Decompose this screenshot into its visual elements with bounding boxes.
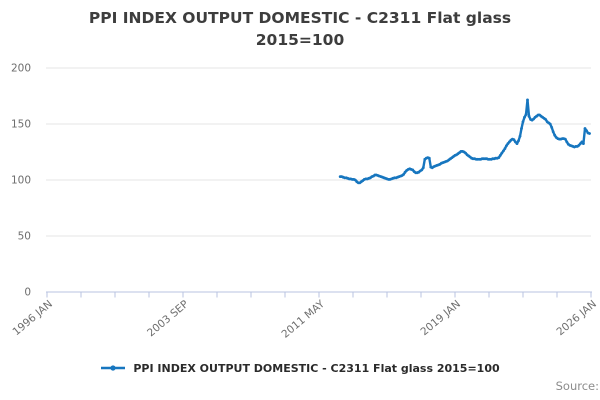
chart-title-line1: PPI INDEX OUTPUT DOMESTIC - C2311 Flat g… bbox=[88, 9, 512, 27]
legend-item-label: PPI INDEX OUTPUT DOMESTIC - C2311 Flat g… bbox=[133, 361, 500, 375]
svg-text:200: 200 bbox=[11, 63, 31, 75]
legend-line-marker-icon bbox=[101, 365, 126, 371]
svg-text:100: 100 bbox=[11, 175, 31, 187]
chart-title: PPI INDEX OUTPUT DOMESTIC - C2311 Flat g… bbox=[0, 0, 600, 55]
plot-area: 0 50 100 150 200 1996 JAN 2003 SEP 2011 MAY 2019… bbox=[10, 63, 598, 341]
svg-text:2003 SEP: 2003 SEP bbox=[145, 298, 191, 339]
svg-text:50: 50 bbox=[18, 231, 31, 243]
svg-text:150: 150 bbox=[11, 119, 31, 131]
legend: PPI INDEX OUTPUT DOMESTIC - C2311 Flat g… bbox=[0, 359, 600, 377]
svg-text:1996 JAN: 1996 JAN bbox=[10, 298, 54, 338]
chart-title-line2: 2015=100 bbox=[255, 31, 345, 49]
svg-text:2011 MAY: 2011 MAY bbox=[279, 298, 327, 341]
svg-text:2019 JAN: 2019 JAN bbox=[418, 298, 462, 338]
legend-item[interactable]: PPI INDEX OUTPUT DOMESTIC - C2311 Flat g… bbox=[100, 361, 500, 375]
svg-text:2026 JAN: 2026 JAN bbox=[554, 298, 598, 338]
svg-text:0: 0 bbox=[24, 287, 31, 299]
source-label: Source: bbox=[555, 379, 599, 393]
